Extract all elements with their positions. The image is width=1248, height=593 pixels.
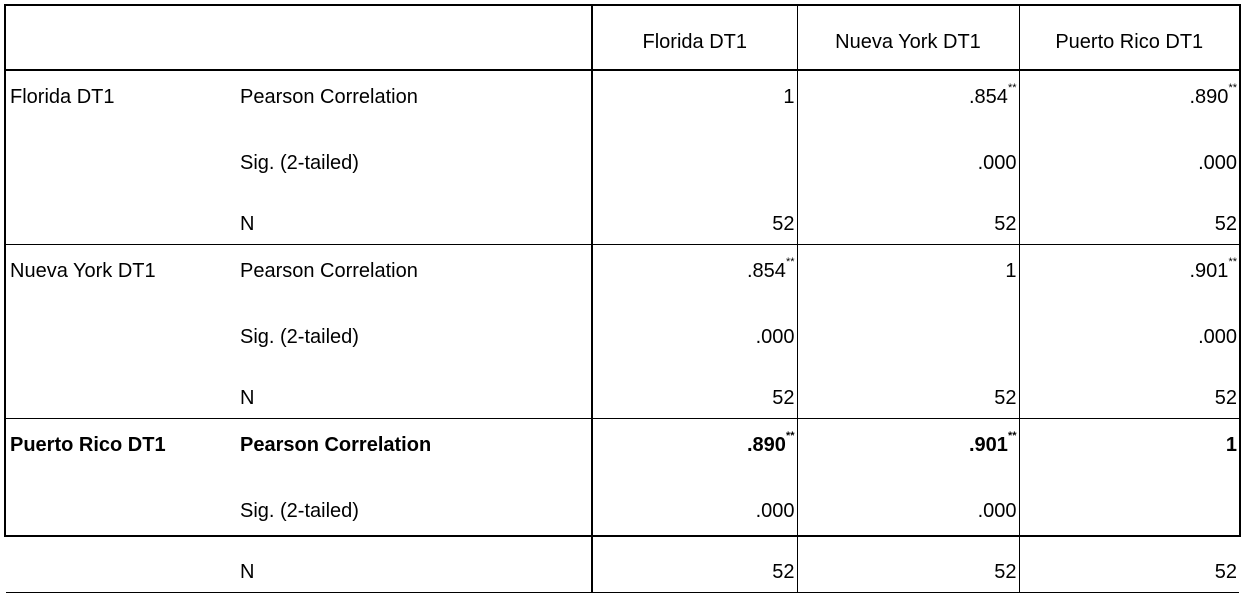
cell-florida: .000 xyxy=(591,297,797,357)
cell-puerto-rico: .901** xyxy=(1018,244,1239,297)
cell-puerto-rico xyxy=(1018,471,1239,531)
cell-puerto-rico: 52 xyxy=(1018,531,1239,593)
header-florida-dt1: Florida DT1 xyxy=(591,6,797,71)
cell-value: 52 xyxy=(772,387,795,409)
row-variable-label xyxy=(6,531,234,593)
header-row: Florida DT1 Nueva York DT1 Puerto Rico D… xyxy=(6,6,1239,71)
cell-florida: 52 xyxy=(591,357,797,419)
row-variable-label xyxy=(6,123,234,183)
cell-nueva-york: 52 xyxy=(796,531,1019,593)
correlations-table-frame: Florida DT1 Nueva York DT1 Puerto Rico D… xyxy=(4,4,1241,593)
cell-value: 52 xyxy=(772,213,795,235)
row-statistic-sig-2-tailed: Sig. (2-tailed) xyxy=(240,152,359,174)
row-statistic-pearson-correlation: Pearson Correlation xyxy=(240,85,418,108)
cell-value: .901 xyxy=(969,433,1008,456)
header-blank-statistic xyxy=(234,6,592,71)
row-variable-label xyxy=(6,183,234,245)
significance-marker: ** xyxy=(1228,81,1237,94)
significance-marker: ** xyxy=(785,429,795,442)
significance-marker: ** xyxy=(1228,255,1237,268)
cell-nueva-york: .901** xyxy=(796,418,1019,471)
row-variable-label xyxy=(6,471,234,531)
cell-puerto-rico: .000 xyxy=(1018,297,1239,357)
row-variable-label: Florida DT1 xyxy=(10,85,115,108)
cell-value: 52 xyxy=(994,387,1017,409)
cell-value: .854 xyxy=(969,85,1008,108)
cell-value: 52 xyxy=(772,561,795,583)
significance-marker: ** xyxy=(785,255,795,268)
row-statistic-pearson-correlation: Pearson Correlation xyxy=(240,433,432,456)
cell-value: .901 xyxy=(1189,259,1229,282)
cell-value: .890 xyxy=(747,433,786,456)
header-nueva-york-dt1: Nueva York DT1 xyxy=(796,6,1019,71)
row-variable-label: Puerto Rico DT1 xyxy=(10,433,166,456)
table-row: N 52 52 52 xyxy=(6,357,1239,419)
cell-puerto-rico: .890** xyxy=(1018,70,1239,123)
cell-value: .000 xyxy=(1198,152,1237,174)
row-statistic-pearson-correlation: Pearson Correlation xyxy=(240,259,418,282)
cell-value: .000 xyxy=(755,326,795,348)
cell-value: .000 xyxy=(755,500,795,522)
cell-value: 1 xyxy=(1225,433,1237,456)
cell-value: .890 xyxy=(1189,85,1229,108)
table-row: Sig. (2-tailed) .000 .000 xyxy=(6,123,1239,183)
cell-puerto-rico: 1 xyxy=(1018,418,1239,471)
cell-value: .000 xyxy=(977,500,1017,522)
table-row: N 52 52 52 xyxy=(6,183,1239,245)
table-row: Nueva York DT1 Pearson Correlation .854** 1… xyxy=(6,244,1239,297)
row-variable-label: Nueva York DT1 xyxy=(10,259,156,282)
row-variable-label xyxy=(6,297,234,357)
significance-marker: ** xyxy=(1007,81,1017,94)
cell-florida: 52 xyxy=(591,531,797,593)
cell-value: 1 xyxy=(1005,259,1017,282)
cell-florida xyxy=(591,123,797,183)
cell-florida: 1 xyxy=(591,70,797,123)
row-statistic-n: N xyxy=(234,357,592,419)
cell-florida: .000 xyxy=(591,471,797,531)
row-statistic-sig-2-tailed: Sig. (2-tailed) xyxy=(240,326,359,348)
cell-value: 52 xyxy=(1214,561,1237,583)
cell-nueva-york: 52 xyxy=(796,357,1019,419)
cell-florida: .890** xyxy=(591,418,797,471)
cell-nueva-york: 1 xyxy=(796,244,1019,297)
cell-value: 52 xyxy=(994,213,1017,235)
significance-marker: ** xyxy=(1007,429,1017,442)
cell-value: .000 xyxy=(977,152,1017,174)
table-row: Sig. (2-tailed) .000 .000 xyxy=(6,471,1239,531)
table-row: Puerto Rico DT1 Pearson Correlation .890**… xyxy=(6,418,1239,471)
cell-florida: 52 xyxy=(591,183,797,245)
cell-value: 52 xyxy=(1214,387,1237,409)
cell-puerto-rico: 52 xyxy=(1018,357,1239,419)
cell-puerto-rico: 52 xyxy=(1018,183,1239,245)
table-row: N 52 52 52 xyxy=(6,531,1239,593)
cell-nueva-york: .000 xyxy=(796,123,1019,183)
cell-nueva-york: .000 xyxy=(796,471,1019,531)
cell-value: 52 xyxy=(994,561,1017,583)
table-row: Sig. (2-tailed) .000 .000 xyxy=(6,297,1239,357)
cell-value: 52 xyxy=(1214,213,1237,235)
row-statistic-n: N xyxy=(234,531,592,593)
cell-value: .000 xyxy=(1198,326,1237,348)
header-puerto-rico-dt1: Puerto Rico DT1 xyxy=(1018,6,1239,71)
table-row: Florida DT1 Pearson Correlation 1.854** .89… xyxy=(6,70,1239,123)
cell-nueva-york xyxy=(796,297,1019,357)
table-body: Florida DT1 Pearson Correlation 1.854** .89… xyxy=(6,70,1239,593)
cell-puerto-rico: .000 xyxy=(1018,123,1239,183)
cell-nueva-york: .854** xyxy=(796,70,1019,123)
row-statistic-n: N xyxy=(234,183,592,245)
correlations-table: Florida DT1 Nueva York DT1 Puerto Rico D… xyxy=(6,6,1239,593)
cell-nueva-york: 52 xyxy=(796,183,1019,245)
row-statistic-sig-2-tailed: Sig. (2-tailed) xyxy=(240,500,359,522)
cell-florida: .854** xyxy=(591,244,797,297)
cell-value: .854 xyxy=(747,259,786,282)
row-variable-label xyxy=(6,357,234,419)
cell-value: 1 xyxy=(783,85,795,108)
header-blank-variable xyxy=(6,6,234,71)
